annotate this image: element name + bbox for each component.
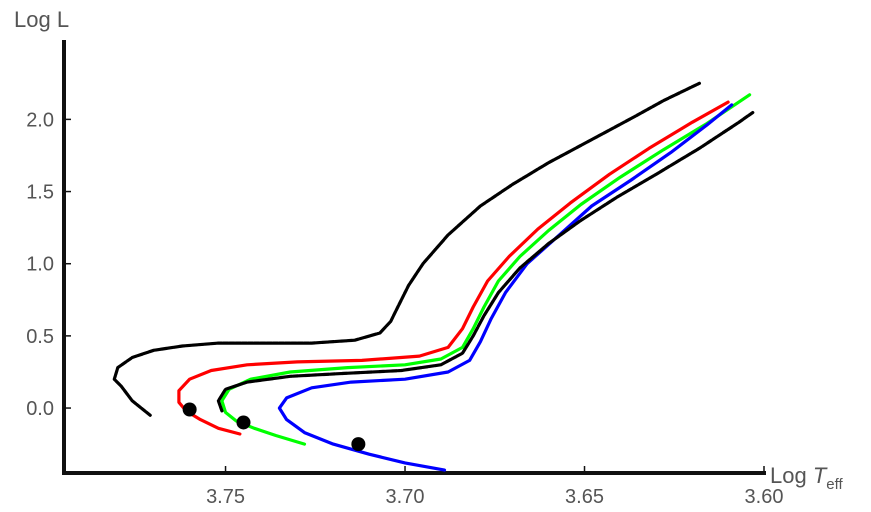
- marker-layer: [182, 402, 366, 452]
- x-axis-title-main: T: [813, 463, 828, 488]
- x-tick-label: 3.65: [565, 486, 604, 508]
- x-axis-title-prefix: Log: [770, 463, 813, 488]
- y-tick-label: 1.0: [26, 254, 54, 276]
- x-ticks: 3.75 3.70 3.65 3.60: [206, 466, 783, 508]
- y-tick-label: 2.0: [26, 109, 54, 131]
- series-2-line: [220, 93, 752, 446]
- series-4-line: [216, 110, 755, 413]
- x-tick-label: 3.70: [386, 486, 425, 508]
- x-tick-label: 3.75: [206, 486, 245, 508]
- y-axis-title: Log L: [14, 7, 69, 32]
- y-tick-label: 0.0: [26, 398, 54, 420]
- marker-point-1: [236, 415, 251, 430]
- series-1-line: [177, 100, 730, 436]
- axes: [62, 40, 766, 475]
- y-tick-label: 0.5: [26, 326, 54, 348]
- marker-point-2: [351, 437, 366, 452]
- x-axis-title-sub: eff: [826, 476, 843, 493]
- series-3-line: [277, 103, 734, 472]
- series-layer: [112, 81, 755, 472]
- y-tick-label: 1.5: [26, 182, 54, 204]
- marker-point-0: [182, 402, 197, 417]
- x-tick-label: 3.60: [745, 486, 784, 508]
- x-axis-title: Log Teff: [770, 463, 844, 493]
- series-0-line: [112, 81, 702, 417]
- y-ticks: 0.0 0.5 1.0 1.5 2.0: [26, 109, 71, 420]
